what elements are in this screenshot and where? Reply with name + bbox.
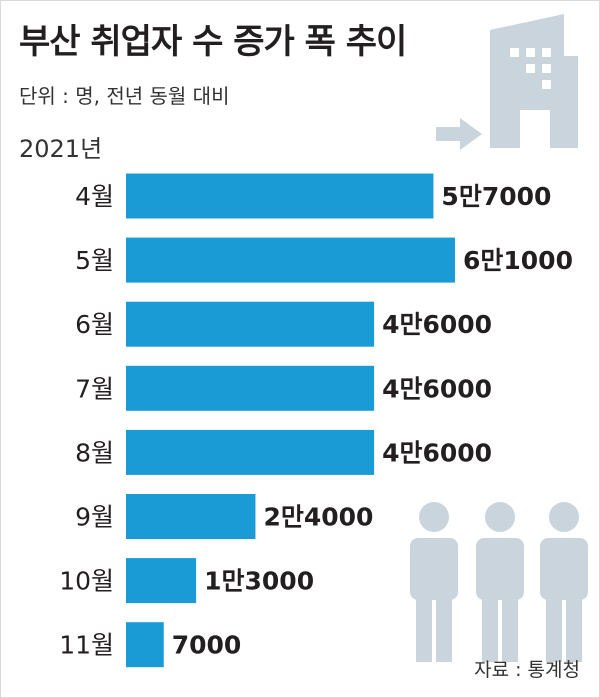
- building-icon: [490, 14, 578, 148]
- people-icon: [410, 502, 588, 662]
- category-label: 7월: [75, 374, 114, 403]
- value-label: 4만6000: [382, 374, 492, 403]
- category-label: 10월: [59, 567, 114, 596]
- arrow-right-icon: [436, 118, 482, 150]
- bar: [126, 173, 434, 219]
- year-label: 2021년: [19, 135, 103, 163]
- value-label: 2만4000: [263, 503, 373, 532]
- category-label: 9월: [75, 503, 114, 532]
- category-label: 8월: [75, 438, 114, 467]
- bar: [126, 494, 256, 539]
- unit-note: 단위 : 명, 전년 동월 대비: [19, 84, 230, 108]
- bar: [126, 622, 164, 668]
- category-label: 6월: [75, 310, 114, 339]
- value-label: 6만1000: [463, 246, 573, 275]
- bar: [126, 365, 375, 411]
- bar: [126, 429, 375, 475]
- category-label: 5월: [75, 246, 114, 275]
- bar: [126, 237, 455, 283]
- value-label: 7000: [172, 631, 242, 660]
- value-label: 4만6000: [382, 438, 492, 467]
- value-label: 1만3000: [204, 567, 314, 596]
- category-label: 11월: [59, 631, 114, 660]
- bar: [126, 301, 375, 347]
- chart-title: 부산 취업자 수 증가 폭 추이: [19, 22, 407, 62]
- bar: [126, 558, 197, 604]
- value-label: 5만7000: [441, 182, 551, 211]
- source-note: 자료 : 통계청: [474, 659, 580, 681]
- category-label: 4월: [75, 182, 114, 211]
- value-label: 4만6000: [382, 310, 492, 339]
